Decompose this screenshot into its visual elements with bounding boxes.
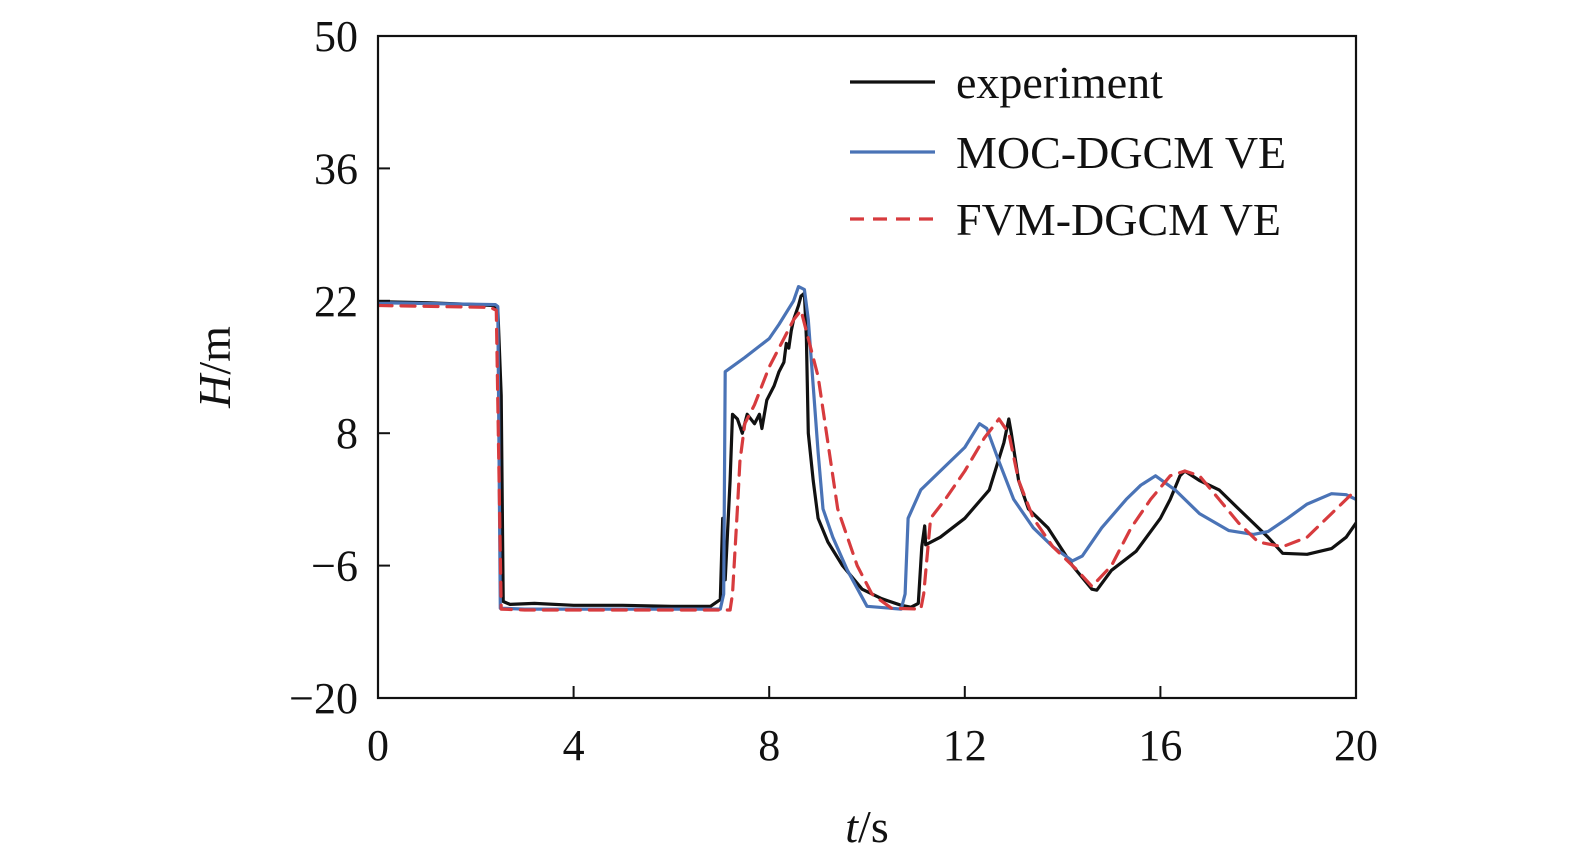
x-tick-label: 0 [367,721,389,770]
series-layer [378,285,1356,612]
ticks-layer: 0 4 8 12 16 20 −20 −6 8 22 36 50 [289,12,1378,770]
y-tick-label: 36 [314,144,358,193]
legend-label: MOC-DGCM VE [956,127,1286,178]
y-tick-label: −20 [289,674,358,723]
series-line-3 [378,303,1356,612]
x-tick-label: 4 [563,721,585,770]
y-tick-label: −6 [311,542,358,591]
series-line-1 [378,291,1356,609]
x-tick-label: 8 [758,721,780,770]
x-tick-label: 20 [1334,721,1378,770]
legend: experiment MOC-DGCM VE FVM-DGCM VE [850,57,1286,245]
y-tick-label: 8 [336,409,358,458]
y-tick-label: 50 [314,12,358,61]
legend-label: experiment [956,57,1163,108]
axis-labels: t/s H/m [189,326,889,852]
legend-label: FVM-DGCM VE [956,194,1281,245]
y-axis-label: H/m [189,326,240,409]
plot-frame [376,34,1358,700]
x-tick-label: 16 [1138,721,1182,770]
y-tick-label: 22 [314,277,358,326]
x-tick-label: 12 [943,721,987,770]
series-line-2 [378,285,1356,611]
x-axis-label: t/s [845,801,888,852]
